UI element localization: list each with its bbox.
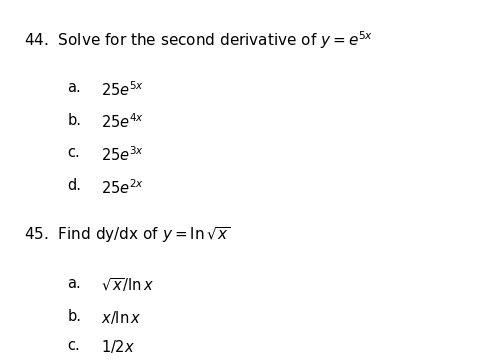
- Text: c.: c.: [67, 338, 80, 352]
- Text: $25e^{2x}$: $25e^{2x}$: [101, 178, 144, 197]
- Text: a.: a.: [67, 276, 81, 291]
- Text: 45.  Find dy/dx of $y = \ln \sqrt{x}$: 45. Find dy/dx of $y = \ln \sqrt{x}$: [24, 225, 230, 245]
- Text: $x/\ln x$: $x/\ln x$: [101, 309, 141, 326]
- Text: $25e^{4x}$: $25e^{4x}$: [101, 113, 144, 131]
- Text: a.: a.: [67, 80, 81, 95]
- Text: $\sqrt{x}/\ln x$: $\sqrt{x}/\ln x$: [101, 276, 154, 294]
- Text: d.: d.: [67, 178, 81, 193]
- Text: 44.  Solve for the second derivative of $y = e^{5x}$: 44. Solve for the second derivative of $…: [24, 29, 372, 51]
- Text: $25e^{5x}$: $25e^{5x}$: [101, 80, 144, 99]
- Text: $1/2x$: $1/2x$: [101, 338, 134, 355]
- Text: b.: b.: [67, 309, 81, 323]
- Text: b.: b.: [67, 113, 81, 127]
- Text: c.: c.: [67, 145, 80, 160]
- Text: $25e^{3x}$: $25e^{3x}$: [101, 145, 144, 164]
